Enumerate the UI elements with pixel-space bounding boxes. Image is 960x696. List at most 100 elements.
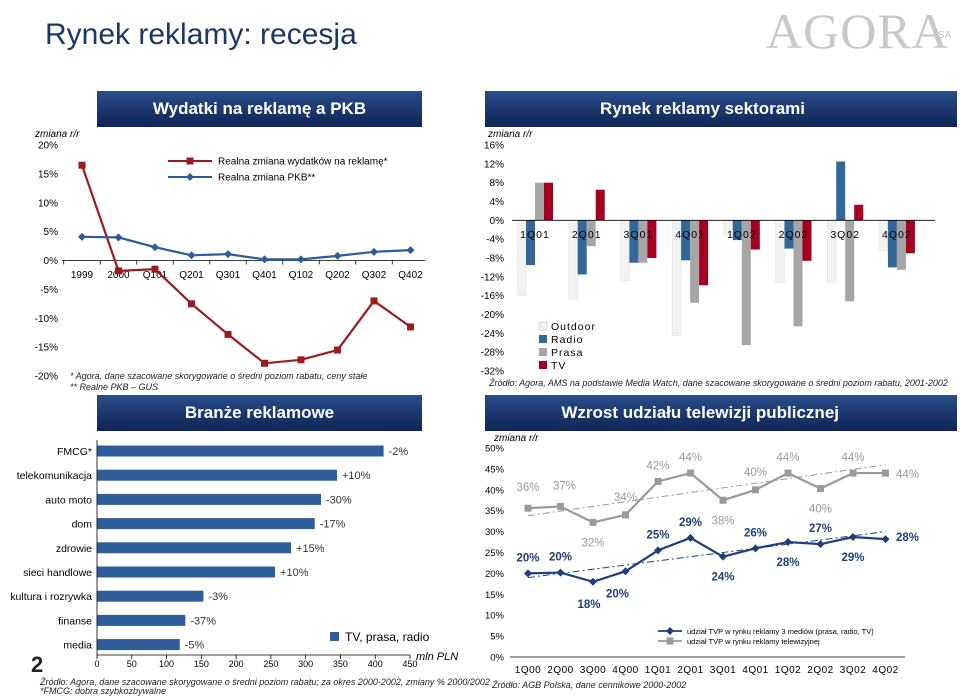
chart1-point xyxy=(224,250,232,259)
chart2-source: Źródło: Agora, AMS na podstawie Media Wa… xyxy=(489,378,948,388)
chart2-ytick: 8% xyxy=(490,178,505,189)
chart4-data-label: 20% xyxy=(516,552,539,564)
chart2-xtick-label: 1Q01 xyxy=(520,229,550,241)
chart2-bar xyxy=(647,220,657,258)
chart4-point xyxy=(784,538,792,547)
chart1-point xyxy=(151,243,159,252)
chart3-xtick-label: 50 xyxy=(127,659,137,669)
chart2-bar xyxy=(802,220,812,261)
chart2-bar xyxy=(699,220,709,286)
chart4-point xyxy=(622,511,629,519)
chart3-note-1: Źródło: Agora, dane szacowane skorygowan… xyxy=(40,677,490,687)
chart3-xtick-label: 350 xyxy=(333,659,348,669)
chart4-xtick-label: 1Q01 xyxy=(645,665,671,676)
chart2-legend-label: Outdoor xyxy=(551,321,596,333)
chart1-point xyxy=(151,265,159,273)
chart1-ytick: 5% xyxy=(44,227,59,238)
chart4-point xyxy=(752,486,759,494)
chart2-bar xyxy=(887,220,897,268)
chart1-xtick-label: Q302 xyxy=(362,270,387,281)
chart4-data-label: 18% xyxy=(577,599,600,611)
chart2-legend-swatch xyxy=(539,335,547,343)
chart1-point xyxy=(333,251,342,260)
chart4-data-label: 34% xyxy=(614,492,637,504)
chart4-legend-marker xyxy=(666,637,674,645)
chart1-point xyxy=(224,330,232,338)
chart2-bar xyxy=(535,182,544,221)
chart2-bar xyxy=(741,220,751,346)
chart3-bar-label: -5% xyxy=(185,640,205,652)
chart3-bar-label: +10% xyxy=(342,470,371,482)
chart4-trend-line xyxy=(527,531,886,579)
chart1-point xyxy=(297,255,305,264)
chart4-point xyxy=(589,518,597,526)
chart1-ytick: 0% xyxy=(44,256,59,267)
chart3-category-label: kultura i rozrywka xyxy=(10,591,92,603)
chart4-data-label: 20% xyxy=(549,552,572,564)
chart2-legend-swatch xyxy=(539,361,547,369)
chart4-point xyxy=(687,469,694,477)
chart4-data-label: 42% xyxy=(646,460,669,472)
chart3-xtick-label: 0 xyxy=(94,659,99,669)
chart2-ytick: -24% xyxy=(481,329,504,340)
chart1-point xyxy=(78,232,86,241)
chart1-legend-label: Realna zmiana PKB** xyxy=(218,173,315,184)
chart4-point xyxy=(654,546,662,555)
chart4-xtick-label: 2Q02 xyxy=(807,665,833,676)
chart2-legend-label: TV xyxy=(551,360,566,372)
chart4-data-label: 28% xyxy=(896,532,919,544)
chart4-ylabel: zmiana r/r xyxy=(493,433,539,444)
chart3-legend-swatch xyxy=(330,632,339,641)
chart2-ytick: -20% xyxy=(481,310,504,321)
chart4-data-label: 27% xyxy=(809,523,832,535)
chart4-ytick: 20% xyxy=(485,569,505,580)
chart4-point xyxy=(719,552,727,561)
chart1-point xyxy=(407,323,414,331)
chart4-ytick: 15% xyxy=(485,590,505,601)
chart4-data-label: 29% xyxy=(679,517,702,529)
chart4-data-label: 40% xyxy=(744,467,767,479)
chart4-xtick-label: 1Q00 xyxy=(515,665,541,676)
chart2-bar xyxy=(905,220,915,254)
chart1-point xyxy=(187,251,196,260)
chart1-point xyxy=(188,300,195,308)
chart2-legend-label: Prasa xyxy=(551,347,583,359)
chart2-ytick: 16% xyxy=(484,141,504,152)
chart3-xtick-label: 300 xyxy=(298,659,313,669)
chart2-bar xyxy=(836,161,846,221)
chart4-data-label: 40% xyxy=(809,504,832,516)
chart1-point xyxy=(334,346,341,354)
chart1-point xyxy=(114,233,123,242)
chart4-data-label: 36% xyxy=(516,482,539,494)
chart3-unit: mln PLN xyxy=(416,651,458,663)
chart2-xtick-label: 1Q02 xyxy=(727,229,757,241)
chart2-ytick: -32% xyxy=(481,367,504,378)
chart4-ytick: 10% xyxy=(485,611,505,622)
chart2-xtick-label: 2Q01 xyxy=(572,229,602,241)
chart4-ytick: 45% xyxy=(485,464,505,475)
chart2-xtick-label: 3Q02 xyxy=(830,229,860,241)
chart4-point xyxy=(524,504,532,512)
chart4-point xyxy=(817,485,824,493)
chart1-title: Wydatki na reklamę a PKB xyxy=(97,91,422,127)
chart4-point xyxy=(589,577,597,586)
chart1-series-line xyxy=(80,164,412,365)
chart2-bar xyxy=(595,189,605,221)
chart4-point xyxy=(784,469,792,477)
page-title: Rynek reklamy: recesja xyxy=(45,18,357,51)
chart4-ytick: 50% xyxy=(485,444,505,455)
chart3-xtick-label: 150 xyxy=(194,659,209,669)
chart3-bar-label: -17% xyxy=(320,519,346,531)
chart4-point xyxy=(881,535,890,544)
chart1-legend-marker xyxy=(186,173,194,181)
chart1-legend-label: Realna zmiana wydatków na reklamę* xyxy=(218,157,388,168)
chart3-bar xyxy=(97,493,321,505)
chart4-data-label: 44% xyxy=(896,469,919,481)
chart2-bar xyxy=(784,220,794,249)
chart2-ytick: 12% xyxy=(484,159,504,170)
chart1-point xyxy=(406,246,415,255)
chart4-data-label: 24% xyxy=(711,572,734,584)
chart3-bar-label: -37% xyxy=(190,615,216,627)
chart1-ytick: 15% xyxy=(38,169,58,180)
chart4-xtick-label: 3Q00 xyxy=(580,665,606,676)
